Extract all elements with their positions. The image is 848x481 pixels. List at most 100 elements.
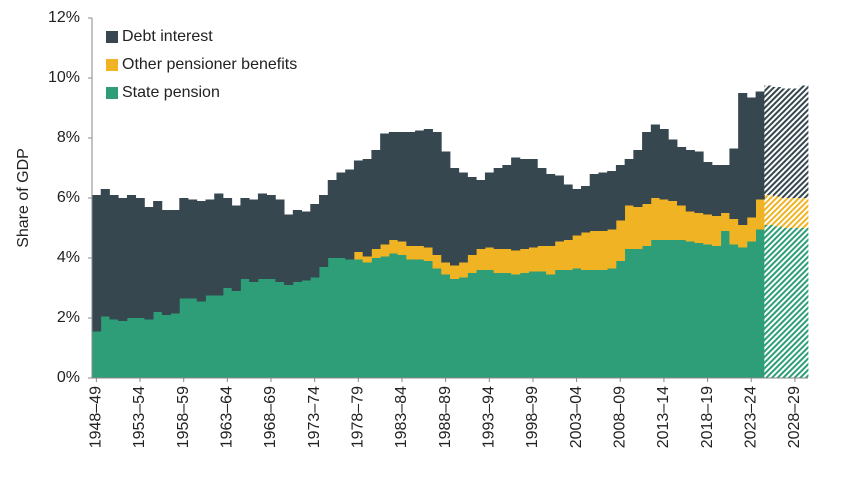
bar-segment (284, 214, 294, 285)
bar-segment (484, 247, 495, 270)
bar-segment (598, 231, 608, 270)
bar-segment (694, 243, 704, 378)
bar-segment (432, 255, 442, 269)
bar-segment (415, 259, 425, 378)
bar-segment (388, 132, 399, 240)
bar-segment (519, 249, 529, 273)
bar-segment (668, 240, 678, 378)
bar-segment (214, 295, 224, 378)
bar-segment (397, 255, 407, 378)
bar-segment (773, 196, 783, 227)
bar-segment (423, 261, 433, 378)
bar-segment (179, 298, 189, 378)
bar-segment (336, 258, 346, 378)
bar-segment (179, 198, 189, 299)
y-axis-title: Share of GDP (15, 148, 32, 248)
bar-segment (694, 213, 704, 243)
bar-segment (607, 229, 617, 269)
bar-segment (284, 285, 294, 378)
bar-segment (537, 168, 547, 246)
bar-segment (729, 219, 739, 245)
x-tick-label: 1968–69 (262, 386, 279, 448)
bar-segment (380, 244, 390, 257)
bar-segment (362, 256, 372, 263)
x-tick-label: 2003–04 (568, 386, 585, 448)
bar-segment (633, 249, 643, 378)
bar-segment (773, 87, 783, 197)
bar-segment (790, 228, 800, 378)
bar-segment (458, 277, 468, 378)
bar-segment (118, 321, 128, 378)
bar-segment (572, 235, 582, 269)
x-tick-label: 2023–24 (742, 386, 759, 448)
bar-segment (231, 291, 241, 378)
legend-swatch (106, 87, 118, 99)
bar-segment (694, 151, 704, 213)
bar-segment (502, 273, 512, 378)
y-tick-label: 0% (57, 369, 80, 386)
bar-segment (563, 240, 573, 270)
bar-segment (607, 268, 617, 378)
bar-segment (519, 159, 529, 249)
bar-segment (773, 226, 783, 378)
bar-segment (188, 298, 198, 378)
bar-segment (153, 201, 163, 312)
bar-segment (511, 250, 521, 275)
bar-segment (214, 193, 224, 296)
bar-segment (92, 195, 102, 332)
bar-segment (528, 271, 538, 378)
bar-segment (292, 282, 302, 378)
bar-segment (764, 195, 774, 225)
bar-segment (502, 165, 512, 249)
bar-segment (205, 295, 215, 378)
bar-segment (153, 312, 163, 378)
bar-segment (546, 174, 556, 246)
bar-segment (161, 210, 171, 315)
bar-segment (275, 282, 285, 378)
y-tick-label: 6% (57, 189, 80, 206)
bar-segment (580, 270, 591, 378)
bar-segment (615, 220, 626, 261)
bar-segment (205, 199, 215, 296)
x-tick-label: 1963–64 (219, 386, 236, 448)
bar-segment (554, 270, 564, 378)
bar-segment (126, 318, 137, 378)
bar-segment (607, 171, 617, 230)
bar-segment (415, 246, 425, 260)
bar-segment (781, 198, 791, 228)
bar-segment (685, 211, 695, 242)
bar-segment (580, 232, 591, 270)
bar-segment (423, 247, 433, 261)
bar-segment (511, 157, 521, 251)
bar-segment (415, 130, 425, 246)
bar-segment (755, 199, 765, 230)
bar-segment (624, 249, 634, 378)
bar-segment (580, 186, 591, 233)
bar-segment (598, 270, 608, 378)
bar-segment (615, 165, 626, 221)
x-tick-label: 2018–19 (699, 386, 716, 448)
bar-segment (537, 271, 547, 378)
bar-segment (266, 279, 276, 378)
bar-segment (677, 240, 687, 378)
bar-segment (423, 129, 433, 248)
bar-segment (432, 268, 442, 378)
bar-segment (249, 282, 259, 378)
bar-segment (397, 241, 407, 255)
bar-segment (380, 133, 390, 245)
bar-segment (327, 180, 337, 258)
legend-label: Debt interest (122, 28, 213, 45)
bar-segment (537, 246, 547, 272)
bar-segment (388, 240, 399, 254)
bar-segment (519, 273, 529, 378)
bar-segment (642, 204, 652, 246)
bar-segment (458, 172, 468, 263)
bar-segment (126, 195, 137, 318)
bar-segment (432, 132, 442, 255)
bar-segment (720, 165, 730, 213)
bar-segment (598, 172, 608, 231)
bar-segment (100, 316, 110, 378)
bar-segment (589, 231, 599, 270)
x-tick-label: 1948–49 (88, 386, 105, 448)
